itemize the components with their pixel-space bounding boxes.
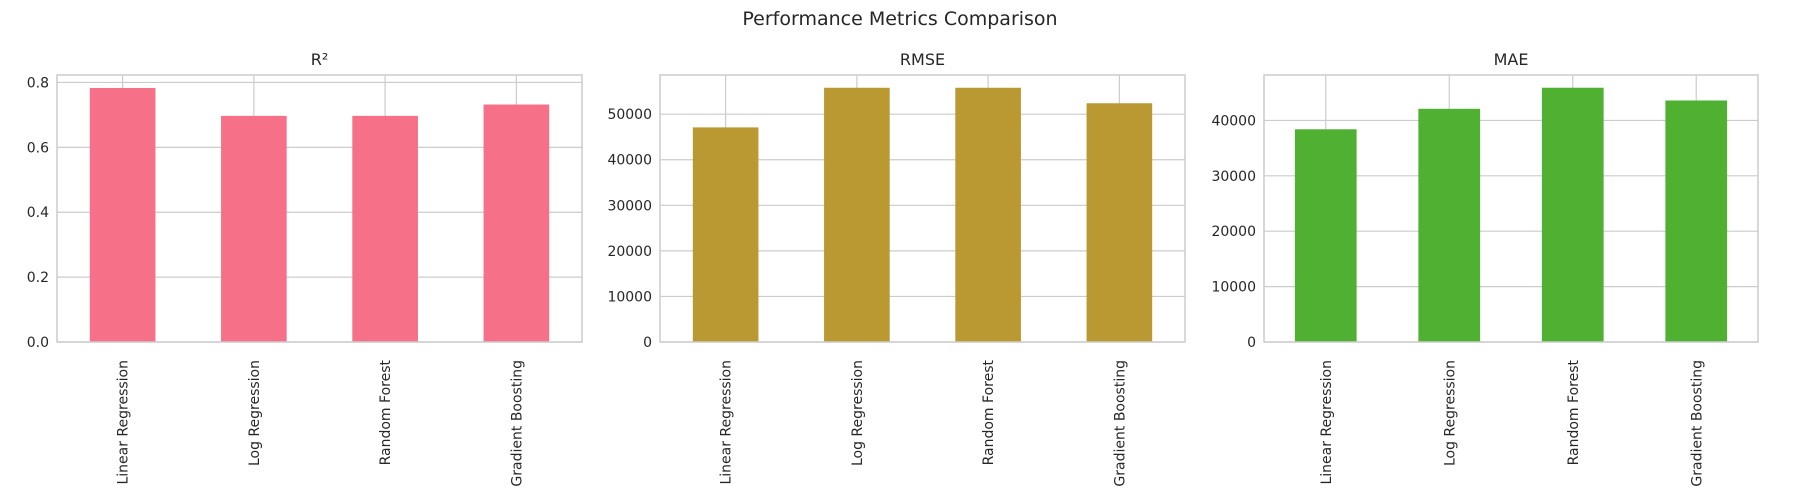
bar-mae-1 bbox=[1294, 129, 1357, 342]
y-tick-label: 30000 bbox=[607, 198, 652, 214]
y-tick-label: 0.6 bbox=[27, 140, 49, 156]
x-tick-label: Log Regression bbox=[1442, 360, 1458, 466]
bar-mae-3 bbox=[1541, 87, 1604, 342]
y-tick-label: 40000 bbox=[1211, 113, 1256, 129]
figure-suptitle: Performance Metrics Comparison bbox=[742, 8, 1057, 30]
y-tick-label: 20000 bbox=[1211, 224, 1256, 240]
y-tick-label: 0 bbox=[1247, 335, 1256, 351]
bar-rmse-2 bbox=[824, 87, 890, 342]
bar-rmse-4 bbox=[1086, 103, 1153, 342]
axes-frame bbox=[659, 74, 1186, 343]
y-tick-label: 20000 bbox=[607, 244, 652, 260]
bar-r2-4 bbox=[483, 104, 550, 342]
x-tick-label: Gradient Boosting bbox=[1112, 360, 1128, 487]
x-tick-label: Random Forest bbox=[378, 360, 394, 466]
chart-title: MAE bbox=[1494, 50, 1529, 69]
y-tick-label: 50000 bbox=[607, 107, 652, 123]
x-tick-label: Linear Regression bbox=[116, 360, 132, 485]
bar-rmse-3 bbox=[955, 87, 1021, 342]
x-tick-label: Linear Regression bbox=[719, 360, 735, 485]
x-tick-label: Log Regression bbox=[850, 360, 866, 466]
chart-rmse: 0 10000 20000 30000 40000 50000 Linear Regress… bbox=[607, 50, 1186, 487]
chart-r2: 0.0 0.2 0.4 0.6 0.8 Linear Regression Log Regr… bbox=[27, 50, 583, 487]
y-tick-label: 0.8 bbox=[27, 75, 49, 91]
y-tick-label: 10000 bbox=[607, 289, 652, 305]
bar-r2-3 bbox=[352, 115, 418, 342]
y-tick-label: 10000 bbox=[1211, 280, 1256, 296]
y-tick-label: 40000 bbox=[607, 153, 652, 169]
y-tick-label: 30000 bbox=[1211, 169, 1256, 185]
x-tick-label: Random Forest bbox=[1566, 360, 1582, 466]
x-tick-label: Random Forest bbox=[981, 360, 997, 466]
x-tick-label: Gradient Boosting bbox=[1689, 360, 1705, 487]
axes-frame bbox=[56, 74, 583, 343]
chart-title: R² bbox=[311, 50, 329, 69]
chart-mae: 0 10000 20000 30000 40000 Linear Regression Lo… bbox=[1211, 50, 1759, 487]
bar-rmse-1 bbox=[692, 127, 759, 342]
axes-frame bbox=[1263, 74, 1759, 343]
y-tick-label: 0.4 bbox=[27, 205, 49, 221]
x-tick-label: Linear Regression bbox=[1319, 360, 1335, 485]
chart-title: RMSE bbox=[900, 50, 945, 69]
y-tick-label: 0.0 bbox=[27, 335, 49, 351]
bar-mae-4 bbox=[1665, 100, 1728, 343]
bar-r2-1 bbox=[89, 87, 156, 342]
bar-mae-2 bbox=[1418, 108, 1481, 342]
y-tick-label: 0.2 bbox=[27, 270, 49, 286]
x-tick-label: Log Regression bbox=[247, 360, 263, 466]
x-tick-label: Gradient Boosting bbox=[509, 360, 525, 487]
bar-r2-2 bbox=[221, 115, 287, 342]
y-tick-label: 0 bbox=[643, 335, 652, 351]
